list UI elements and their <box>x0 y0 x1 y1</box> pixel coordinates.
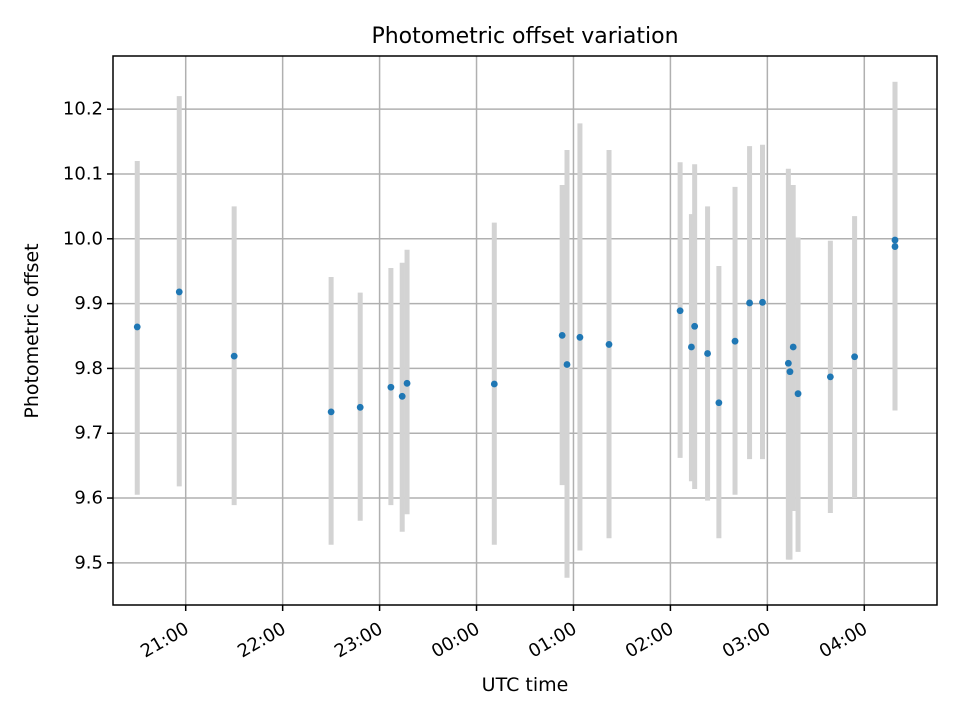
y-tick-label: 10.0 <box>63 228 103 249</box>
y-axis-label: Photometric offset <box>21 243 43 418</box>
data-point <box>826 373 834 381</box>
data-point <box>691 322 699 330</box>
plot-frame <box>112 55 938 606</box>
data-point <box>731 337 739 345</box>
data-point <box>794 390 802 398</box>
data-point <box>387 383 395 391</box>
data-point <box>558 331 566 339</box>
chart-title: Photometric offset variation <box>371 24 678 49</box>
data-point <box>786 368 794 376</box>
data-point <box>576 333 584 341</box>
y-tick-label: 9.7 <box>74 423 103 444</box>
data-point <box>891 236 899 244</box>
data-point <box>230 352 238 360</box>
data-point <box>398 392 406 400</box>
data-point <box>789 343 797 351</box>
y-tick-label: 9.8 <box>74 358 103 379</box>
data-point <box>759 298 766 306</box>
data-point <box>784 359 792 367</box>
data-point <box>715 399 723 407</box>
data-point <box>688 343 695 351</box>
data-point <box>490 380 498 388</box>
data-point <box>175 288 183 296</box>
x-axis-label: UTC time <box>482 674 569 696</box>
data-point <box>851 353 858 361</box>
data-point <box>605 341 613 348</box>
data-point <box>133 323 141 331</box>
y-tick-label: 9.9 <box>74 293 103 314</box>
data-point <box>563 361 571 368</box>
data-point <box>327 408 335 416</box>
y-tick-label: 9.5 <box>74 552 103 573</box>
data-point <box>746 299 753 307</box>
data-point <box>356 403 364 411</box>
data-point <box>676 307 684 315</box>
y-tick-label: 10.1 <box>63 163 103 184</box>
data-point <box>704 350 711 357</box>
data-point <box>891 243 899 250</box>
data-point <box>403 379 411 387</box>
point-layer <box>133 236 899 416</box>
y-tick-label: 10.2 <box>63 99 103 120</box>
y-tick-label: 9.6 <box>74 488 103 509</box>
